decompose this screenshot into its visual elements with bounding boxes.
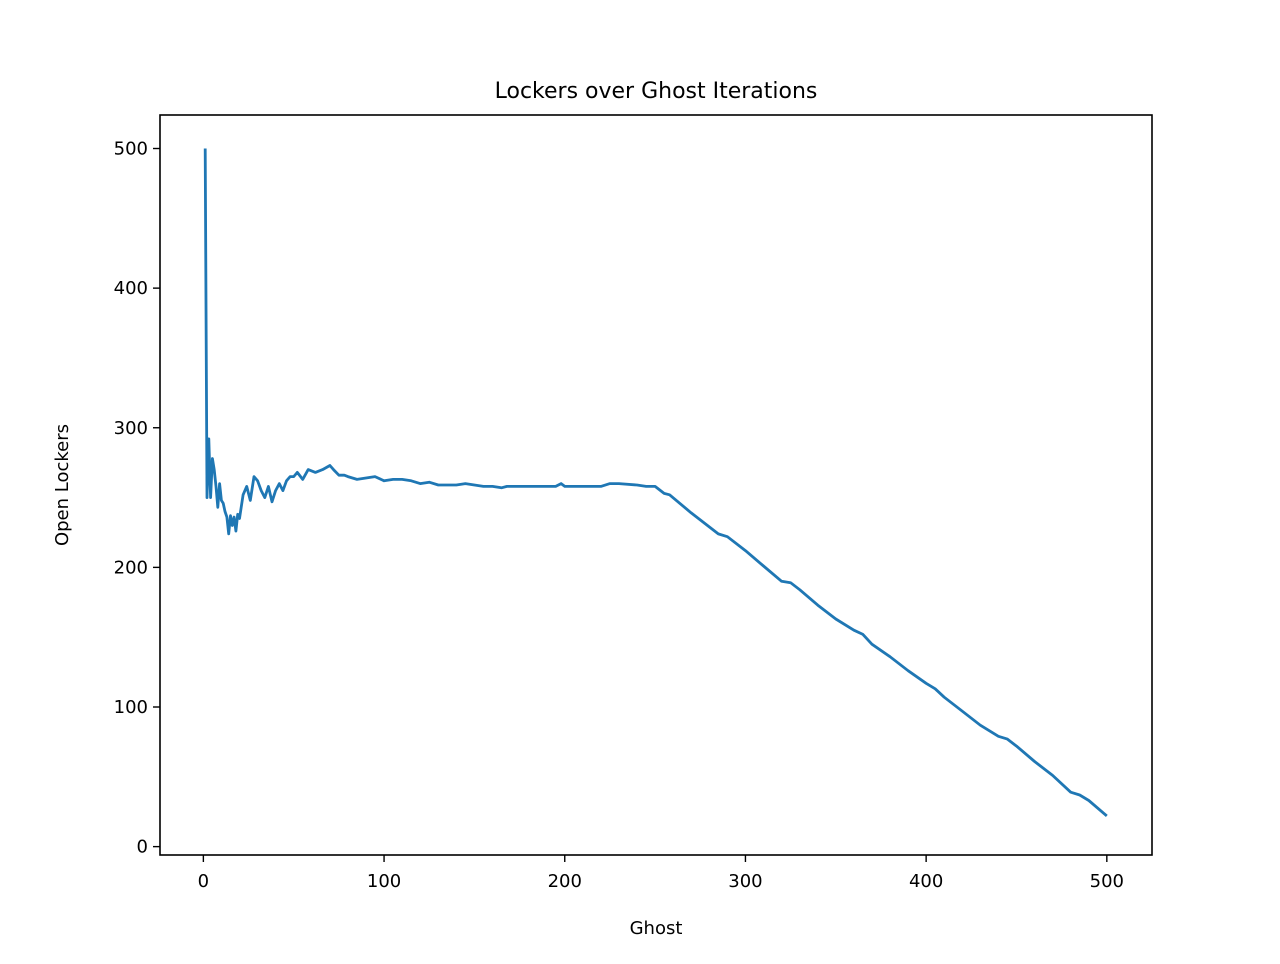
x-tick-label: 0: [198, 871, 209, 892]
x-tick-label: 100: [367, 871, 401, 892]
y-tick-label: 100: [114, 697, 148, 718]
y-tick-label: 500: [114, 139, 148, 160]
x-tick-label: 500: [1090, 871, 1124, 892]
x-tick-label: 200: [548, 871, 582, 892]
x-tick-label: 300: [728, 871, 762, 892]
y-tick-label: 0: [137, 837, 148, 858]
y-tick-label: 200: [114, 557, 148, 578]
y-axis-label: Open Lockers: [52, 424, 73, 546]
x-tick-label: 400: [909, 871, 943, 892]
chart-title: Lockers over Ghost Iterations: [495, 79, 818, 104]
plot-area-frame: [159, 114, 1153, 856]
series-line-0: [203, 148, 1108, 817]
y-axis-ticks: 0 100 200 300 400 500: [114, 139, 160, 858]
x-axis-label: Ghost: [630, 918, 683, 939]
y-tick-label: 400: [114, 278, 148, 299]
x-axis-ticks: 0 100 200 300 400 500: [198, 855, 1124, 892]
series-layer: [203, 148, 1108, 817]
y-tick-label: 300: [114, 418, 148, 439]
